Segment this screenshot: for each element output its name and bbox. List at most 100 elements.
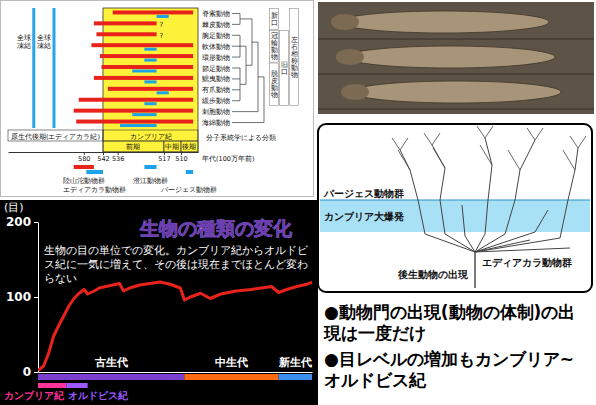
glaciation-bar xyxy=(32,8,35,128)
char: 物 xyxy=(291,71,298,79)
line: 凍結 xyxy=(37,42,51,50)
tree-branch xyxy=(475,148,578,252)
notes: ●動物門の出現(動物の体制)の出現は一度だけ ●目レベルの増加もカンブリア~オルド… xyxy=(323,302,575,390)
fossil xyxy=(351,81,561,103)
note: ●目レベルの増加もカンブリア~オルドビス紀 xyxy=(324,349,574,390)
tree-branch xyxy=(462,205,475,252)
band-edge xyxy=(320,199,590,200)
tree-twig xyxy=(563,150,575,170)
row-note: ? xyxy=(160,32,164,40)
glaciation-bar xyxy=(52,8,55,128)
fossil-head xyxy=(341,84,369,100)
period-label: 原生代後期(エディアカラ紀) xyxy=(11,133,100,141)
note: ●動物門の出現(動物の体制)の出現は一度だけ xyxy=(323,302,575,343)
tree-branch xyxy=(232,122,264,123)
orders-chart: (目)生物の種類の変化生物の目の単位での変化。カンブリア紀からオルドビス紀に一気… xyxy=(0,200,318,405)
fossil-bar xyxy=(120,124,157,127)
subtitle: 生物の目の単位での変化。カンブリア紀からオルドビス紀に一気に増えて、その後は現在… xyxy=(44,244,309,285)
tree-branch xyxy=(232,100,240,101)
tree-twig xyxy=(477,126,485,138)
range-bar xyxy=(94,21,157,25)
fauna-label: バージェス動物群 xyxy=(160,186,217,194)
tick: 542 xyxy=(97,152,109,163)
fossil-bar xyxy=(144,48,156,51)
tree-branch xyxy=(264,77,265,123)
tick-mark xyxy=(34,222,38,223)
tree-twig xyxy=(433,148,445,168)
diagram-frame xyxy=(318,124,592,292)
tree-branch xyxy=(432,145,475,252)
subperiod-label: 中期 xyxy=(165,143,179,151)
category-label: 刺胞動物 xyxy=(202,108,230,116)
char: 口 xyxy=(271,19,278,27)
tick-label: 200 xyxy=(6,215,31,229)
tree-branch xyxy=(232,111,258,112)
tree-branch xyxy=(400,150,475,252)
clade-label: 冠輪動物 xyxy=(271,32,278,61)
tick: 510 xyxy=(175,152,187,163)
fossil xyxy=(345,46,555,68)
category-label: 海綿動物 xyxy=(202,119,230,127)
tick-label: 517 xyxy=(158,155,170,163)
cambrian-band xyxy=(320,200,590,232)
y-axis-title: (目) xyxy=(4,201,24,214)
tree-twig xyxy=(527,128,535,140)
clade-box xyxy=(270,9,279,30)
phylum-chart: 原生代後期(エディアカラ紀)カンブリア紀前期中期後期全球凍結全球凍結脊索動物?棘… xyxy=(1,1,314,197)
axis-line xyxy=(39,372,313,373)
range-bar xyxy=(91,43,193,47)
range-bar xyxy=(113,10,193,14)
fossil-bar xyxy=(157,15,169,18)
page: 原生代後期(エディアカラ紀)カンブリア紀前期中期後期全球凍結全球凍結脊索動物?棘… xyxy=(0,0,596,405)
range-bar xyxy=(76,120,193,124)
tick-label: 0 xyxy=(23,365,31,379)
subperiod-box xyxy=(103,141,164,152)
fossil-photos xyxy=(318,2,594,114)
era-bar xyxy=(279,374,312,380)
tree-branch xyxy=(232,68,240,69)
line: ス紀に一気に増えて、その後は現在までほとんど変わ xyxy=(44,258,308,271)
fossil-bar xyxy=(144,59,156,62)
char: 物 xyxy=(271,91,278,99)
tree-branch xyxy=(232,13,240,14)
tree-twig xyxy=(392,138,400,150)
line: オルドビス紀 xyxy=(324,370,427,390)
tree-branch xyxy=(258,76,264,77)
fossil-head xyxy=(331,14,359,30)
subperiod-label: 後期 xyxy=(182,143,196,151)
tree-twig xyxy=(432,133,440,145)
fossil-head xyxy=(336,49,364,65)
line: 全球 xyxy=(17,34,31,42)
tick-label: 542 xyxy=(97,155,109,163)
line: ●動物門の出現(動物の体制)の出 xyxy=(324,302,575,322)
line: 凍結 xyxy=(17,42,31,50)
category-label: 腕足動物 xyxy=(202,32,230,40)
axis-line xyxy=(38,223,39,373)
panel-bg xyxy=(1,1,314,197)
marks xyxy=(38,282,312,371)
clade-label: 新口 xyxy=(271,12,278,27)
tick-mark xyxy=(34,372,38,373)
period-box xyxy=(8,130,103,141)
range-bar xyxy=(74,109,193,113)
clade-label: 左右相称動物 xyxy=(291,36,298,79)
fossil-bar xyxy=(132,70,156,73)
tick-label: 510 xyxy=(175,155,187,163)
tree-twig xyxy=(570,136,578,148)
range-bar xyxy=(94,76,193,80)
band-top-label: バージェス動物群 xyxy=(323,188,404,199)
x-axis-title: 年代(100万年前) xyxy=(202,155,254,163)
tree-branch xyxy=(240,46,246,47)
range-bar xyxy=(79,98,193,102)
category-label: 緩歩動物 xyxy=(201,97,230,105)
tick-label: 100 xyxy=(6,290,31,304)
era-bar xyxy=(184,374,278,380)
era-label: 新生代 xyxy=(278,356,312,369)
tick-label: 536 xyxy=(112,155,124,163)
tick: 200 xyxy=(6,215,38,229)
tick: 100 xyxy=(6,290,38,304)
tick-label: 580 xyxy=(78,155,90,163)
tree-branch xyxy=(232,24,240,25)
tick: 0 xyxy=(23,365,38,379)
tree-twig xyxy=(400,138,408,150)
